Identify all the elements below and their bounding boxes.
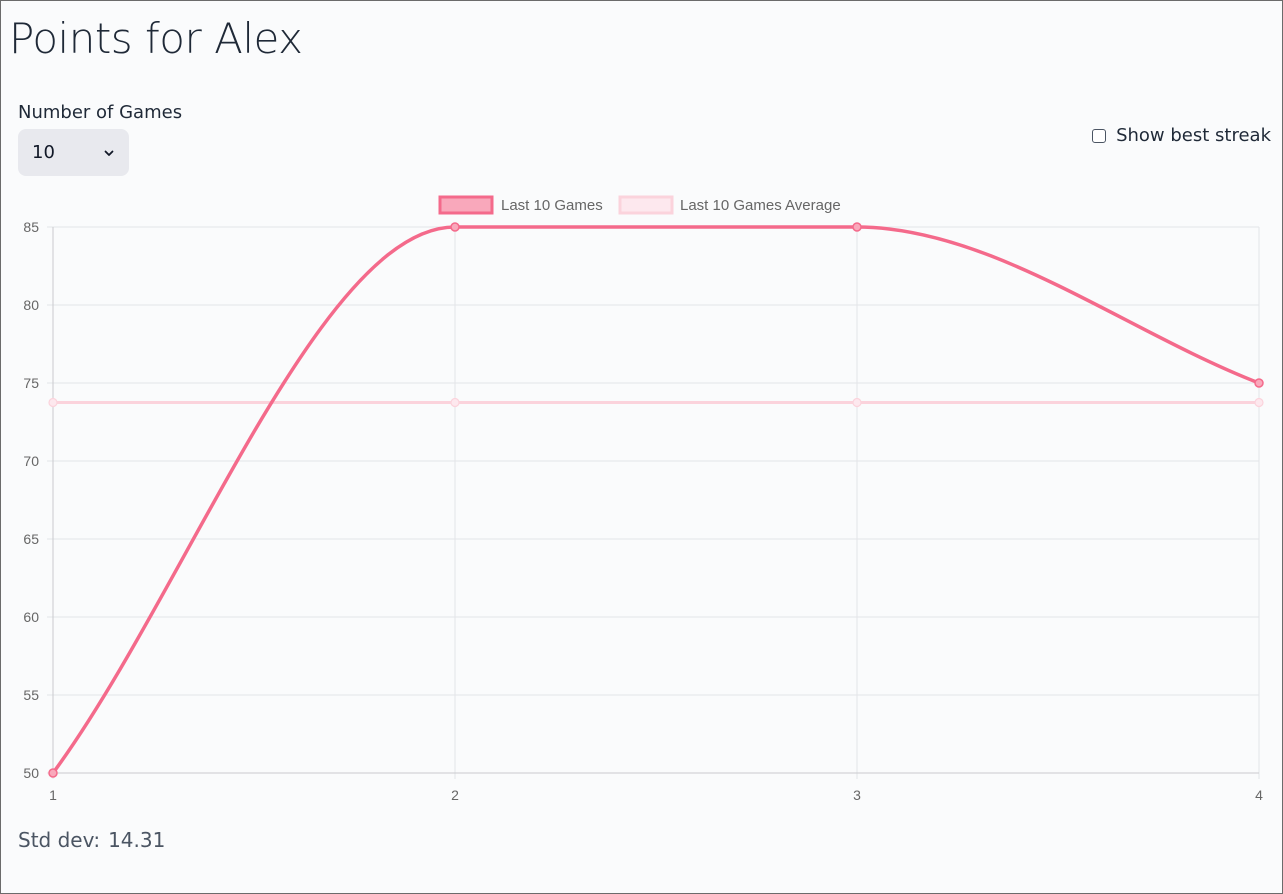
- page-title: Points for Alex: [9, 14, 303, 63]
- series-average-point: [48, 397, 58, 408]
- y-tick-label: 85: [23, 219, 39, 235]
- legend-label-average: Last 10 Games Average: [680, 197, 841, 214]
- series-average-point: [852, 397, 862, 408]
- y-tick-label: 60: [23, 609, 39, 625]
- std-dev-label: Std dev:: [18, 828, 101, 852]
- best-streak-toggle[interactable]: Show best streak: [1092, 125, 1271, 146]
- series-average-point: [1254, 397, 1264, 408]
- x-tick-label: 2: [451, 787, 459, 803]
- x-tick-label: 1: [49, 787, 57, 803]
- y-tick-label: 55: [23, 687, 39, 703]
- std-dev-stat: Std dev: 14.31: [18, 828, 165, 852]
- y-tick-label: 70: [23, 453, 39, 469]
- games-count-label: Number of Games: [18, 102, 183, 123]
- series-main-point: [1254, 378, 1264, 388]
- series-main-point: [450, 222, 460, 232]
- y-tick-label: 80: [23, 297, 39, 313]
- x-tick-label: 4: [1255, 787, 1263, 803]
- games-count-select[interactable]: 10: [18, 129, 129, 176]
- chevron-down-icon: [104, 150, 114, 156]
- legend-swatch-main: [438, 195, 494, 215]
- points-line-chart: 85 80 75 70 65 60 55 50 1 2 3 4 Last 10 Games Last 10…: [23, 195, 1264, 803]
- series-average-point: [450, 397, 460, 408]
- y-tick-label: 75: [23, 375, 39, 391]
- series-main-point: [48, 768, 58, 778]
- y-tick-label: 65: [23, 531, 39, 547]
- best-streak-checkbox[interactable]: [1092, 128, 1107, 143]
- series-main-line: [51, 225, 1260, 775]
- series-main-point: [852, 222, 862, 232]
- legend-label-main: Last 10 Games: [501, 197, 603, 214]
- legend-swatch-average: [618, 195, 674, 215]
- y-tick-label: 50: [23, 765, 39, 781]
- games-count-value: 10: [32, 142, 55, 163]
- best-streak-label: Show best streak: [1116, 125, 1271, 146]
- std-dev-value: 14.31: [108, 828, 166, 852]
- x-tick-label: 3: [853, 787, 861, 803]
